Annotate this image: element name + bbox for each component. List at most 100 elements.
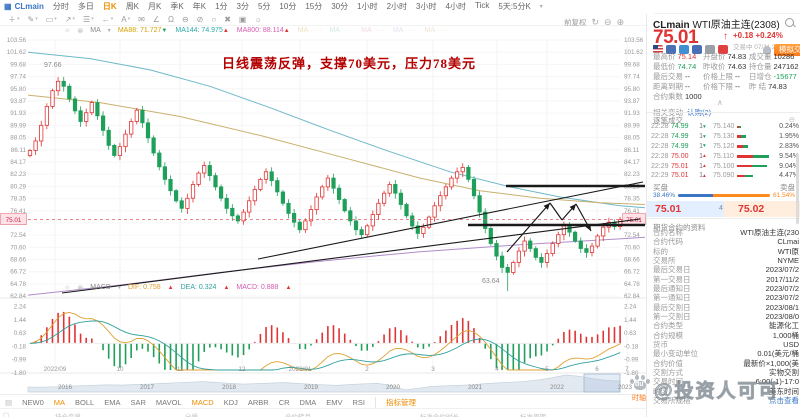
settings-tool-icon[interactable]: ☼ xyxy=(254,14,262,24)
gear-icon[interactable]: ☼ xyxy=(64,284,71,291)
magnet-tool-icon[interactable]: Ω xyxy=(167,14,174,24)
tick-row[interactable]: 22:29 75.01 1 ▴ 75.090 4.47% xyxy=(651,172,799,180)
indicator-button-SAR[interactable]: SAR xyxy=(130,397,146,407)
indicator-button-DMA[interactable]: DMA xyxy=(299,397,317,407)
fib-tool-icon[interactable]: ☰ ▾ xyxy=(83,14,94,24)
candlestick-chart[interactable]: 103.56 103.56 101.62 101.62 99.68 99.68 97.74 9… xyxy=(0,36,646,394)
nav-selection[interactable] xyxy=(583,373,621,393)
copy-tool-icon[interactable]: ▣ xyxy=(238,14,247,24)
period-tab-多日[interactable]: 多日 xyxy=(77,2,94,11)
period-tab-30分[interactable]: 30分 xyxy=(331,2,349,11)
svg-text:-1.80: -1.80 xyxy=(624,370,639,377)
doc-icon[interactable] xyxy=(692,45,702,54)
bottom-strip: ▢ 持仓变量 分量 合约转月 标准合约时长 标准周期 xyxy=(0,408,646,417)
bid-ask-qty: 4 xyxy=(719,205,723,212)
red-icon[interactable] xyxy=(718,45,728,54)
indicator-button-MACD[interactable]: MACD xyxy=(191,397,214,407)
tick-trade-list[interactable]: 22:28 74.99 1 ▾ 75.140 0.24% 22:28 74.99 1 ▾… xyxy=(651,122,799,181)
angle-tool-icon[interactable]: ∠ xyxy=(152,14,160,24)
tick-row[interactable]: 22:28 74.99 1 ▾ 75.120 2.83% xyxy=(651,142,799,150)
alert-bell-icon[interactable] xyxy=(763,46,771,56)
indicator-toolbar: ▤ NEW0 MA BOLL EMA SAR MAVOL MACD KDJ ARBR CR DMA E… xyxy=(0,394,651,409)
arrow-left-tool-icon[interactable]: ← ▾ xyxy=(101,14,114,24)
pencil-tool-icon[interactable]: ✎ ▾ xyxy=(27,14,38,24)
info-row-最小变动单位: 最小变动单位 0.01(美元/桶 xyxy=(653,349,799,359)
search-icon[interactable] xyxy=(785,18,797,30)
note-tool-icon[interactable]: ✉ xyxy=(138,14,145,24)
zoom-in-icon[interactable]: ⊕ xyxy=(616,17,625,27)
svg-text:88.05: 88.05 xyxy=(624,135,640,142)
delete-tool-icon[interactable]: ✖ xyxy=(224,14,231,24)
period-tab-1小时[interactable]: 1小时 xyxy=(357,2,378,11)
tick-row[interactable]: 22:28 75.00 1 ▴ 75.110 9.54% xyxy=(651,152,799,160)
close-icon[interactable]: ⊗ xyxy=(77,27,84,35)
buy-pct: 38.46% xyxy=(653,192,676,199)
period-tab-15分[interactable]: 15分 xyxy=(305,2,323,11)
svg-text:70.60: 70.60 xyxy=(624,244,640,251)
symbol-menu[interactable]: ▦ CLmain xyxy=(4,2,44,11)
trade-badge-button[interactable]: 模拟交易 xyxy=(774,44,800,56)
svg-text:1.44: 1.44 xyxy=(624,317,637,324)
period-tab-3分[interactable]: 3分 xyxy=(236,2,249,11)
zoom-out-tool-icon[interactable]: ⊖ xyxy=(181,14,189,24)
trend-tool-icon[interactable]: ↗ ▾ xyxy=(64,14,76,24)
period-tab-2小时[interactable]: 2小时 xyxy=(386,2,408,11)
tick-row[interactable]: 22:28 74.99 1 ▾ 75.140 0.24% xyxy=(651,123,799,131)
gear-icon[interactable]: ☼ xyxy=(64,27,71,34)
period-tab-周K[interactable]: 周K xyxy=(125,2,140,11)
macd-group-label[interactable]: MACD xyxy=(90,284,111,291)
price-adjust-mode[interactable]: 前复权 xyxy=(564,18,587,27)
checkbox-icon[interactable]: ▢ xyxy=(3,412,10,417)
strip-label: 持仓变量 xyxy=(55,411,81,417)
period-tab-3小时[interactable]: 3小时 xyxy=(416,2,437,11)
indicator-button-CR[interactable]: CR xyxy=(278,397,290,407)
svg-text:2.24: 2.24 xyxy=(624,304,637,311)
clock-tool-icon[interactable]: ○ xyxy=(211,14,217,24)
indicator-button-RSI[interactable]: RSI xyxy=(352,397,365,407)
gray-icon[interactable] xyxy=(705,45,715,54)
grid-icon[interactable]: ▤ xyxy=(5,397,13,407)
collapse-icon[interactable]: ⊖ xyxy=(788,115,795,124)
indicator-button-MA[interactable]: MA xyxy=(53,397,66,407)
indicator-manager-button[interactable]: 指标管理 xyxy=(375,396,416,408)
ma-group-label[interactable]: MA xyxy=(90,27,101,34)
period-tab-分时[interactable]: 分时 xyxy=(52,2,69,11)
indicator-button-EMA[interactable]: EMA xyxy=(104,397,121,407)
period-tab-4小时[interactable]: 4小时 xyxy=(445,2,466,11)
chevron-down-icon[interactable]: ▾ xyxy=(107,28,111,34)
period-tab-1分[interactable]: 1分 xyxy=(215,2,228,11)
indicator-button-MAVOL[interactable]: MAVOL xyxy=(155,397,182,407)
text-tool-icon[interactable]: A ▾ xyxy=(121,14,131,24)
svg-text:2019: 2019 xyxy=(304,384,319,391)
refresh-icon[interactable]: ↻ xyxy=(591,17,600,27)
period-tab-Tick[interactable]: Tick xyxy=(474,1,490,10)
period-tab-月K[interactable]: 月K xyxy=(148,2,162,11)
close-icon[interactable]: ⊗ xyxy=(77,284,84,292)
indicator-button-ARBR[interactable]: ARBR xyxy=(247,397,269,407)
period-tab-5天:5分K[interactable]: 5天:5分K xyxy=(498,2,531,11)
chart-icon[interactable] xyxy=(679,45,689,54)
chevron-down-icon[interactable]: ▾ xyxy=(539,4,543,10)
chevron-down-icon[interactable]: ▾ xyxy=(117,285,121,291)
tick-row[interactable]: 22:29 75.01 1 ▴ 75.100 9.04% xyxy=(651,162,799,170)
info-row-交易所规格[interactable]: 交易所规格 点击查看 xyxy=(653,395,799,405)
indicator-button-NEW0[interactable]: NEW0 xyxy=(22,397,44,407)
ma-entry: MA88: 71.727▼ xyxy=(117,27,168,34)
period-tab-日K[interactable]: 日K xyxy=(102,2,117,11)
period-tab-季K[interactable]: 季K xyxy=(170,2,184,11)
crosshair-tool-icon[interactable]: ＋ ▾ xyxy=(8,14,20,24)
tick-row[interactable]: 22:28 74.99 1 ▾ 75.130 1.95% xyxy=(651,133,799,141)
period-tab-5分[interactable]: 5分 xyxy=(257,2,271,11)
rect-tool-icon[interactable]: ▭ ▾ xyxy=(45,14,57,24)
trend-annotations xyxy=(61,181,645,294)
period-tab-年K[interactable]: 年K xyxy=(192,2,207,11)
app-icon[interactable] xyxy=(666,45,676,54)
scrollbar[interactable] xyxy=(796,154,799,224)
zoom-out-icon[interactable]: ⊖ xyxy=(604,17,612,27)
indicator-button-BOLL[interactable]: BOLL xyxy=(75,397,95,407)
collapse-chevron-icon[interactable]: ∧ xyxy=(717,98,723,107)
indicator-button-KDJ[interactable]: KDJ xyxy=(223,397,238,407)
indicator-button-EMV[interactable]: EMV xyxy=(326,397,343,407)
slash-tool-icon[interactable]: ⊘ xyxy=(196,14,204,24)
period-tab-10分[interactable]: 10分 xyxy=(279,2,297,11)
